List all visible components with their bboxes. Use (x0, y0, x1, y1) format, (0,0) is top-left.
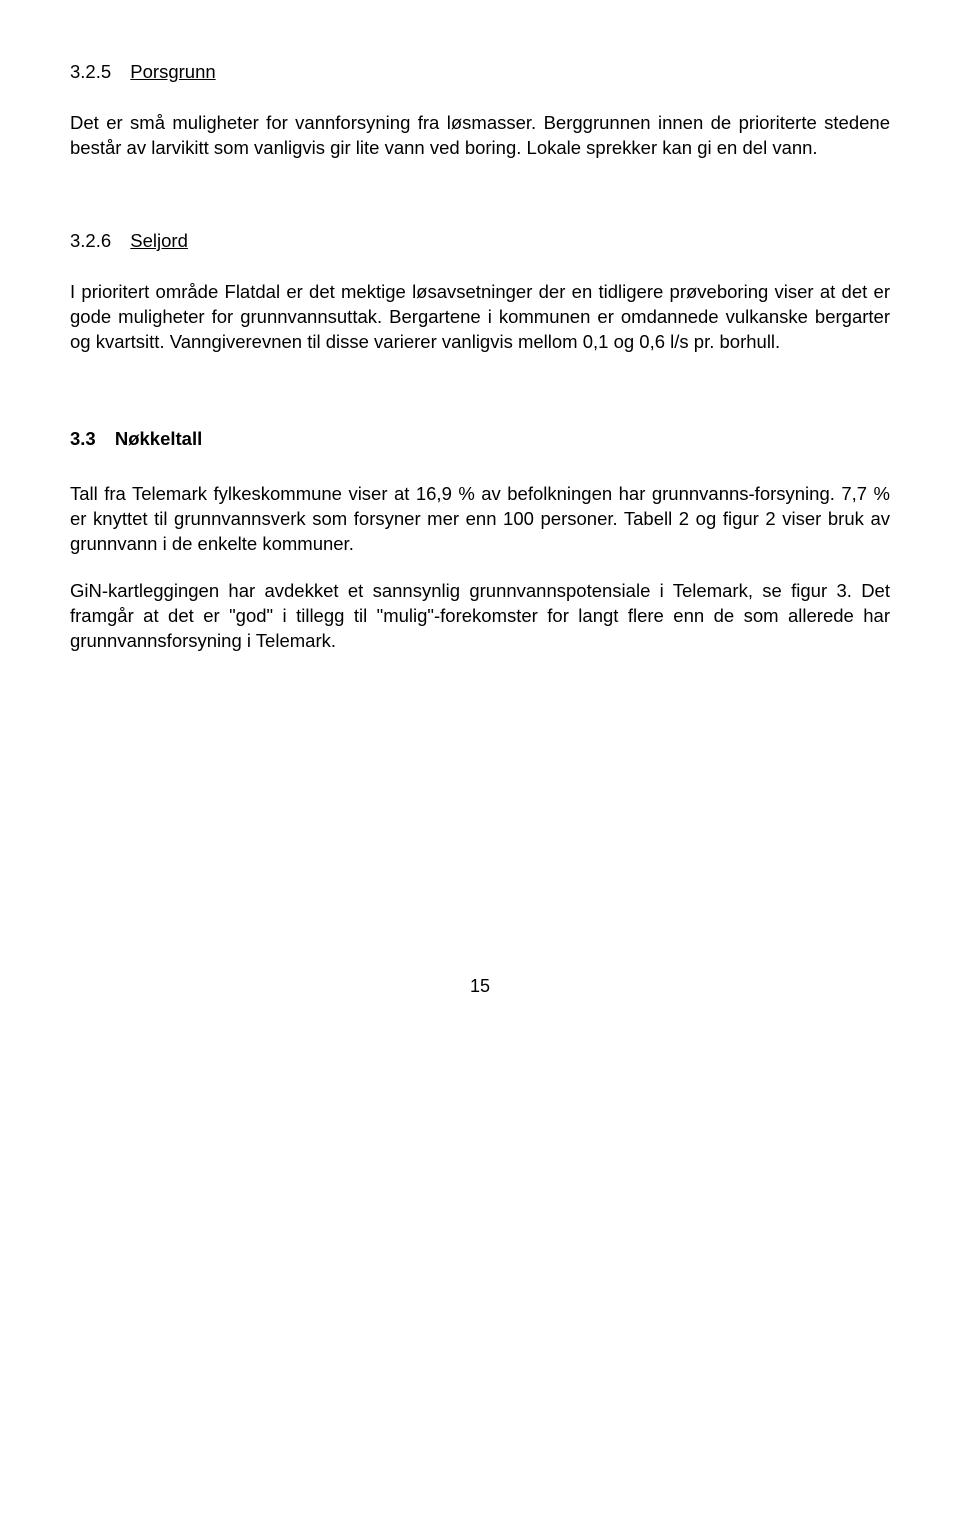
section-heading-325: 3.2.5 Porsgrunn (70, 60, 890, 85)
section-title: Porsgrunn (130, 61, 215, 82)
section-number: 3.2.6 (70, 229, 111, 254)
spacer (70, 201, 890, 229)
section-heading-326: 3.2.6 Seljord (70, 229, 890, 254)
section-33-para2: GiN-kartleggingen har avdekket et sannsy… (70, 579, 890, 654)
section-title: Nøkkeltall (115, 428, 202, 449)
page-number: 15 (70, 974, 890, 998)
section-body-326: I prioritert område Flatdal er det mekti… (70, 280, 890, 355)
section-heading-33: 3.3 Nøkkeltall (70, 427, 890, 452)
spacer (70, 399, 890, 427)
section-33-para1: Tall fra Telemark fylkeskommune viser at… (70, 482, 890, 557)
section-title: Seljord (130, 230, 188, 251)
section-body-325: Det er små muligheter for vannforsyning … (70, 111, 890, 161)
section-number: 3.2.5 (70, 60, 111, 85)
section-number: 3.3 (70, 427, 96, 452)
